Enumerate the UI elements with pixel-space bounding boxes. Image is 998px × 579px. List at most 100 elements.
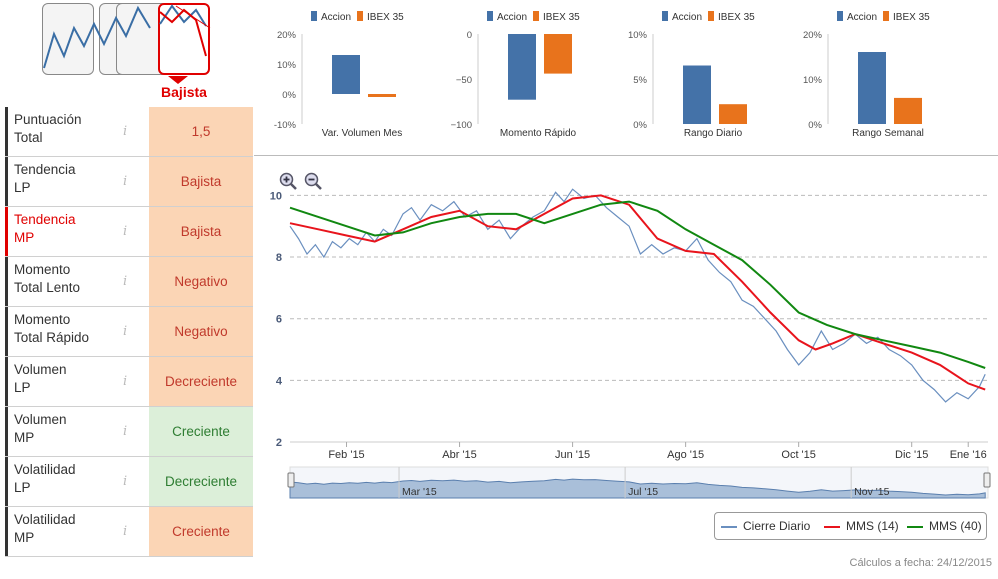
series-mms-40[interactable] xyxy=(289,200,986,369)
mini-ytick: 20% xyxy=(277,30,297,41)
legend-item-mms40[interactable]: MMS (40) xyxy=(929,519,982,533)
trend-pointer-icon xyxy=(168,76,188,84)
rating-label-line2: MP xyxy=(14,230,35,245)
mini-ytick: 20% xyxy=(803,30,823,41)
xtick-label: Oct '15 xyxy=(781,449,816,461)
mini-legend-swatch xyxy=(311,11,317,21)
mini-ytick: 10% xyxy=(277,60,297,71)
trend-thumbnail-alcista[interactable] xyxy=(42,3,94,75)
legend-item-cierre[interactable]: Cierre Diario xyxy=(743,519,811,533)
mini-chart-1: Accion IBEX 35 0 −50 −100 Momento Rápido xyxy=(451,11,580,139)
xtick-label: Dic '15 xyxy=(895,449,928,461)
mini-bar-ibex-35[interactable] xyxy=(368,94,396,97)
rating-label-line1: Momento xyxy=(14,312,71,327)
rating-value: Bajista xyxy=(149,157,253,206)
info-icon[interactable]: i xyxy=(123,274,128,289)
rating-row: Volumen LP i Decreciente xyxy=(5,357,253,407)
rating-value: Negativo xyxy=(149,257,253,306)
rating-row: Volumen MP i Creciente xyxy=(5,407,253,457)
rating-label-line1: Volumen xyxy=(14,412,67,427)
navigator-label: Mar '15 xyxy=(402,486,437,498)
legend-item-mms14[interactable]: MMS (14) xyxy=(846,519,899,533)
mini-legend-swatch xyxy=(487,11,493,21)
legend-swatch-mms40 xyxy=(907,526,923,528)
rating-label: Tendencia MP xyxy=(5,207,135,256)
mini-legend-label: IBEX 35 xyxy=(718,12,755,23)
info-icon[interactable]: i xyxy=(123,174,128,189)
legend-swatch-mms14 xyxy=(824,526,840,528)
navigator-label: Nov '15 xyxy=(854,486,889,498)
rating-value: Creciente xyxy=(149,407,253,456)
rating-value: Negativo xyxy=(149,307,253,356)
rating-label: Tendencia LP xyxy=(5,157,135,206)
ytick-label: 2 xyxy=(276,437,282,449)
series-mms-14[interactable] xyxy=(289,194,986,391)
mini-legend-label: Accion xyxy=(847,12,877,23)
rating-label-line1: Volatilidad xyxy=(14,512,76,527)
mini-legend-swatch xyxy=(357,11,363,21)
rating-label-line2: Total Lento xyxy=(14,280,81,295)
rating-row: Tendencia LP i Bajista xyxy=(5,157,253,207)
rating-value: 1,5 xyxy=(149,107,253,156)
rating-label-line1: Volatilidad xyxy=(14,462,76,477)
mini-chart-title: Var. Volumen Mes xyxy=(322,128,402,139)
series-cierre-diario[interactable] xyxy=(289,188,986,403)
rating-value: Bajista xyxy=(149,207,253,256)
mini-ytick: −50 xyxy=(456,75,472,86)
zoom-in-icon[interactable] xyxy=(279,172,297,190)
xtick-label: Ago '15 xyxy=(667,449,704,461)
rating-label: Volatilidad MP xyxy=(5,507,135,556)
mini-chart-3: Accion IBEX 35 20% 10% 0% Rango Semanal xyxy=(803,11,930,139)
rating-row: Puntuación Total i 1,5 xyxy=(5,107,253,157)
rating-label: Momento Total Rápido xyxy=(5,307,135,356)
info-icon[interactable]: i xyxy=(123,424,128,439)
mini-legend-label: IBEX 35 xyxy=(893,12,930,23)
rating-label-line1: Puntuación xyxy=(14,112,82,127)
calculation-date: Cálculos a fecha: 24/12/2015 xyxy=(849,557,993,569)
mini-legend-swatch xyxy=(883,11,889,21)
rating-label-line2: Total Rápido xyxy=(14,330,90,345)
mini-ytick: 0% xyxy=(808,120,822,131)
mini-bar-accion[interactable] xyxy=(332,55,360,94)
mini-bar-ibex-35[interactable] xyxy=(544,34,572,74)
mini-ytick: -10% xyxy=(274,120,297,131)
zoom-out-icon[interactable] xyxy=(304,172,322,190)
mini-bar-accion[interactable] xyxy=(858,52,886,124)
navigator-handle-left[interactable] xyxy=(287,472,295,488)
mini-legend-swatch xyxy=(837,11,843,21)
rating-label: Puntuación Total xyxy=(5,107,135,156)
mini-legend-label: IBEX 35 xyxy=(367,12,404,23)
mini-bar-accion[interactable] xyxy=(508,34,536,100)
mini-chart-title: Momento Rápido xyxy=(500,128,577,139)
rating-label-line2: MP xyxy=(14,430,35,445)
mini-bar-ibex-35[interactable] xyxy=(894,97,922,124)
trend-thumbnail-lines xyxy=(43,4,211,84)
info-icon[interactable]: i xyxy=(123,224,128,239)
rating-label-line1: Tendencia xyxy=(14,162,76,177)
mini-ytick: 0% xyxy=(282,90,296,101)
info-icon[interactable]: i xyxy=(123,124,128,139)
rating-label-line2: LP xyxy=(14,480,31,495)
info-icon[interactable]: i xyxy=(123,324,128,339)
divider xyxy=(254,155,998,156)
info-icon[interactable]: i xyxy=(123,374,128,389)
xtick-label: Abr '15 xyxy=(442,449,477,461)
navigator-label: Jul '15 xyxy=(628,486,658,498)
rating-row: Volatilidad MP i Creciente xyxy=(5,507,253,557)
mini-chart-0: Accion IBEX 35 20% 10% 0% -10% Var. Volumen Me… xyxy=(274,11,404,139)
price-chart[interactable]: 10 8 6 4 2 Feb '15 Abr '15 Jun '15 Ago '15 Oct '1… xyxy=(254,160,998,510)
mini-chart-title: Rango Semanal xyxy=(852,128,924,139)
navigator-handle-right[interactable] xyxy=(983,472,991,488)
mini-ytick: 10% xyxy=(628,30,648,41)
ytick-label: 10 xyxy=(270,190,282,202)
rating-label: Volatilidad LP xyxy=(5,457,135,506)
rating-value: Creciente xyxy=(149,507,253,556)
rating-label-line1: Volumen xyxy=(14,362,67,377)
xtick-label: Jun '15 xyxy=(555,449,590,461)
info-icon[interactable]: i xyxy=(123,474,128,489)
mini-bar-ibex-35[interactable] xyxy=(719,104,747,124)
xtick-label: Feb '15 xyxy=(328,449,364,461)
mini-ytick: −100 xyxy=(451,120,472,131)
info-icon[interactable]: i xyxy=(123,524,128,539)
mini-bar-accion[interactable] xyxy=(683,65,711,125)
